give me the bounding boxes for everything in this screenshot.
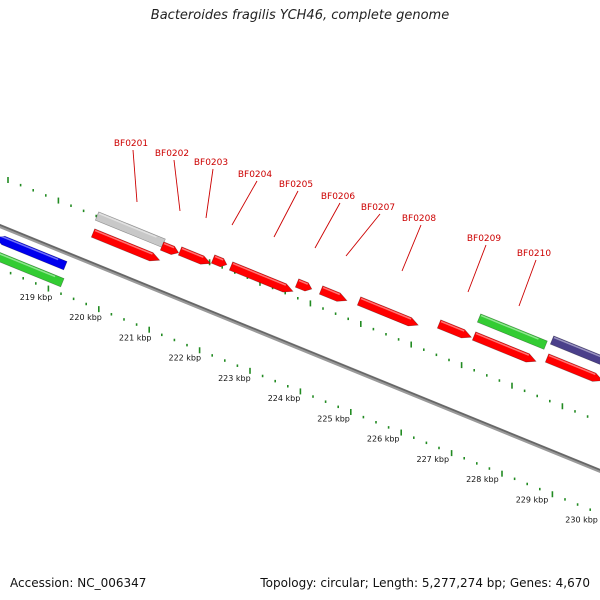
cds-arrow: [90, 228, 161, 262]
cds-arrow-shine: [163, 242, 175, 249]
scale-label: 227 kbp: [416, 455, 449, 464]
gene-label: BF0206: [321, 192, 356, 202]
blue-feature: [0, 233, 68, 271]
gray-feature-shine: [98, 212, 157, 238]
cds-arrow-body: [90, 228, 161, 262]
scale-layer: 219 kbp 220 kbp 221 kbp 222 kbp 223 kbp 224 k…: [20, 293, 598, 525]
blue-feature-body: [0, 235, 68, 271]
scale-label: 225 kbp: [317, 414, 350, 423]
gene-leader-line: [273, 190, 299, 238]
cds-arrow: [228, 261, 294, 293]
cds-arrow-shine: [214, 255, 224, 261]
gene-label: BF0210: [517, 249, 552, 259]
cds-arrow-shine: [232, 262, 287, 286]
green-feature: [476, 313, 548, 350]
cds-arrow-body: [356, 296, 419, 327]
cds-arrow: [177, 246, 212, 265]
scale-label: 219 kbp: [20, 293, 53, 302]
cds-arrow-shine: [298, 279, 309, 285]
scale-label: 221 kbp: [119, 333, 152, 342]
backbone-line: [0, 223, 600, 474]
green-feature-body: [476, 313, 548, 350]
green-feature-body: [0, 249, 65, 288]
cds-arrow-body: [318, 285, 348, 302]
gene-leader-line: [345, 213, 381, 257]
green-feature: [0, 249, 65, 288]
cds-arrow-body: [177, 246, 212, 265]
cds-arrow-shine: [94, 229, 153, 255]
accession-label: Accession: NC_006347: [10, 576, 147, 590]
scale-label: 226 kbp: [367, 435, 400, 444]
cds-arrow: [356, 296, 419, 327]
map-title: Bacteroides fragilis YCH46, complete gen…: [150, 8, 450, 23]
gene-leader-line: [401, 224, 422, 272]
cds-arrow: [471, 331, 537, 363]
gene-leader-line: [132, 149, 138, 203]
gene-leader-line: [173, 159, 181, 212]
cds-arrow-shine: [360, 297, 412, 320]
gene-label-layer: BF0201 BF0202 BF0203 BF0204 BF0205 BF0206 BF02…: [114, 139, 552, 307]
genome-summary: Topology: circular; Length: 5,277,274 bp…: [260, 576, 590, 590]
cds-arrow-body: [210, 254, 228, 268]
scale-label: 222 kbp: [168, 354, 201, 363]
gene-label: BF0207: [361, 203, 395, 213]
slate-feature-body: [549, 335, 600, 368]
cds-arrow-body: [544, 353, 600, 382]
slate-feature: [549, 335, 600, 368]
scale-label: 224 kbp: [268, 394, 301, 403]
cds-arrow: [436, 319, 473, 339]
gene-label: BF0209: [467, 234, 502, 244]
cds-arrow-shine: [322, 286, 341, 296]
cds-arrow: [544, 353, 600, 382]
cds-arrow-shine: [548, 354, 596, 376]
cds-arrow-body: [159, 241, 180, 255]
backbone-layer: [0, 223, 600, 474]
blue-feature-shine: [0, 233, 59, 261]
gene-leader-line: [518, 259, 537, 307]
backbone-line: [0, 224, 600, 471]
cds-arrow: [210, 254, 228, 268]
cds-arrow-shine: [440, 320, 465, 332]
slate-feature-shine: [553, 336, 600, 358]
cds-arrow-body: [471, 331, 537, 363]
scale-label: 229 kbp: [516, 495, 549, 504]
cds-arrow: [159, 241, 180, 255]
cds-arrow-body: [294, 278, 313, 292]
cds-arrow-shine: [181, 247, 204, 258]
scale-label: 228 kbp: [466, 475, 499, 484]
green-feature-shine: [480, 314, 539, 340]
green-feature-shine: [0, 250, 56, 278]
gene-leader-line: [467, 244, 487, 293]
gene-label: BF0205: [279, 180, 313, 190]
scale-label: 223 kbp: [218, 374, 251, 383]
gene-label: BF0203: [194, 158, 228, 168]
cds-arrow: [294, 278, 313, 292]
scale-label: 230 kbp: [565, 516, 598, 525]
gene-label: BF0204: [238, 170, 273, 180]
cds-arrow-body: [228, 261, 294, 293]
gene-leader-line: [205, 168, 214, 219]
feature-layer: [0, 211, 600, 382]
gene-label: BF0208: [402, 214, 437, 224]
gene-label: BF0201: [114, 139, 148, 149]
gene-leader-line: [314, 202, 341, 249]
scale-label: 220 kbp: [69, 313, 102, 322]
cds-arrow: [318, 285, 348, 302]
gene-label: BF0202: [155, 149, 189, 159]
cds-arrow-body: [436, 319, 473, 339]
cds-arrow-shine: [475, 332, 530, 356]
gene-leader-line: [231, 180, 258, 226]
